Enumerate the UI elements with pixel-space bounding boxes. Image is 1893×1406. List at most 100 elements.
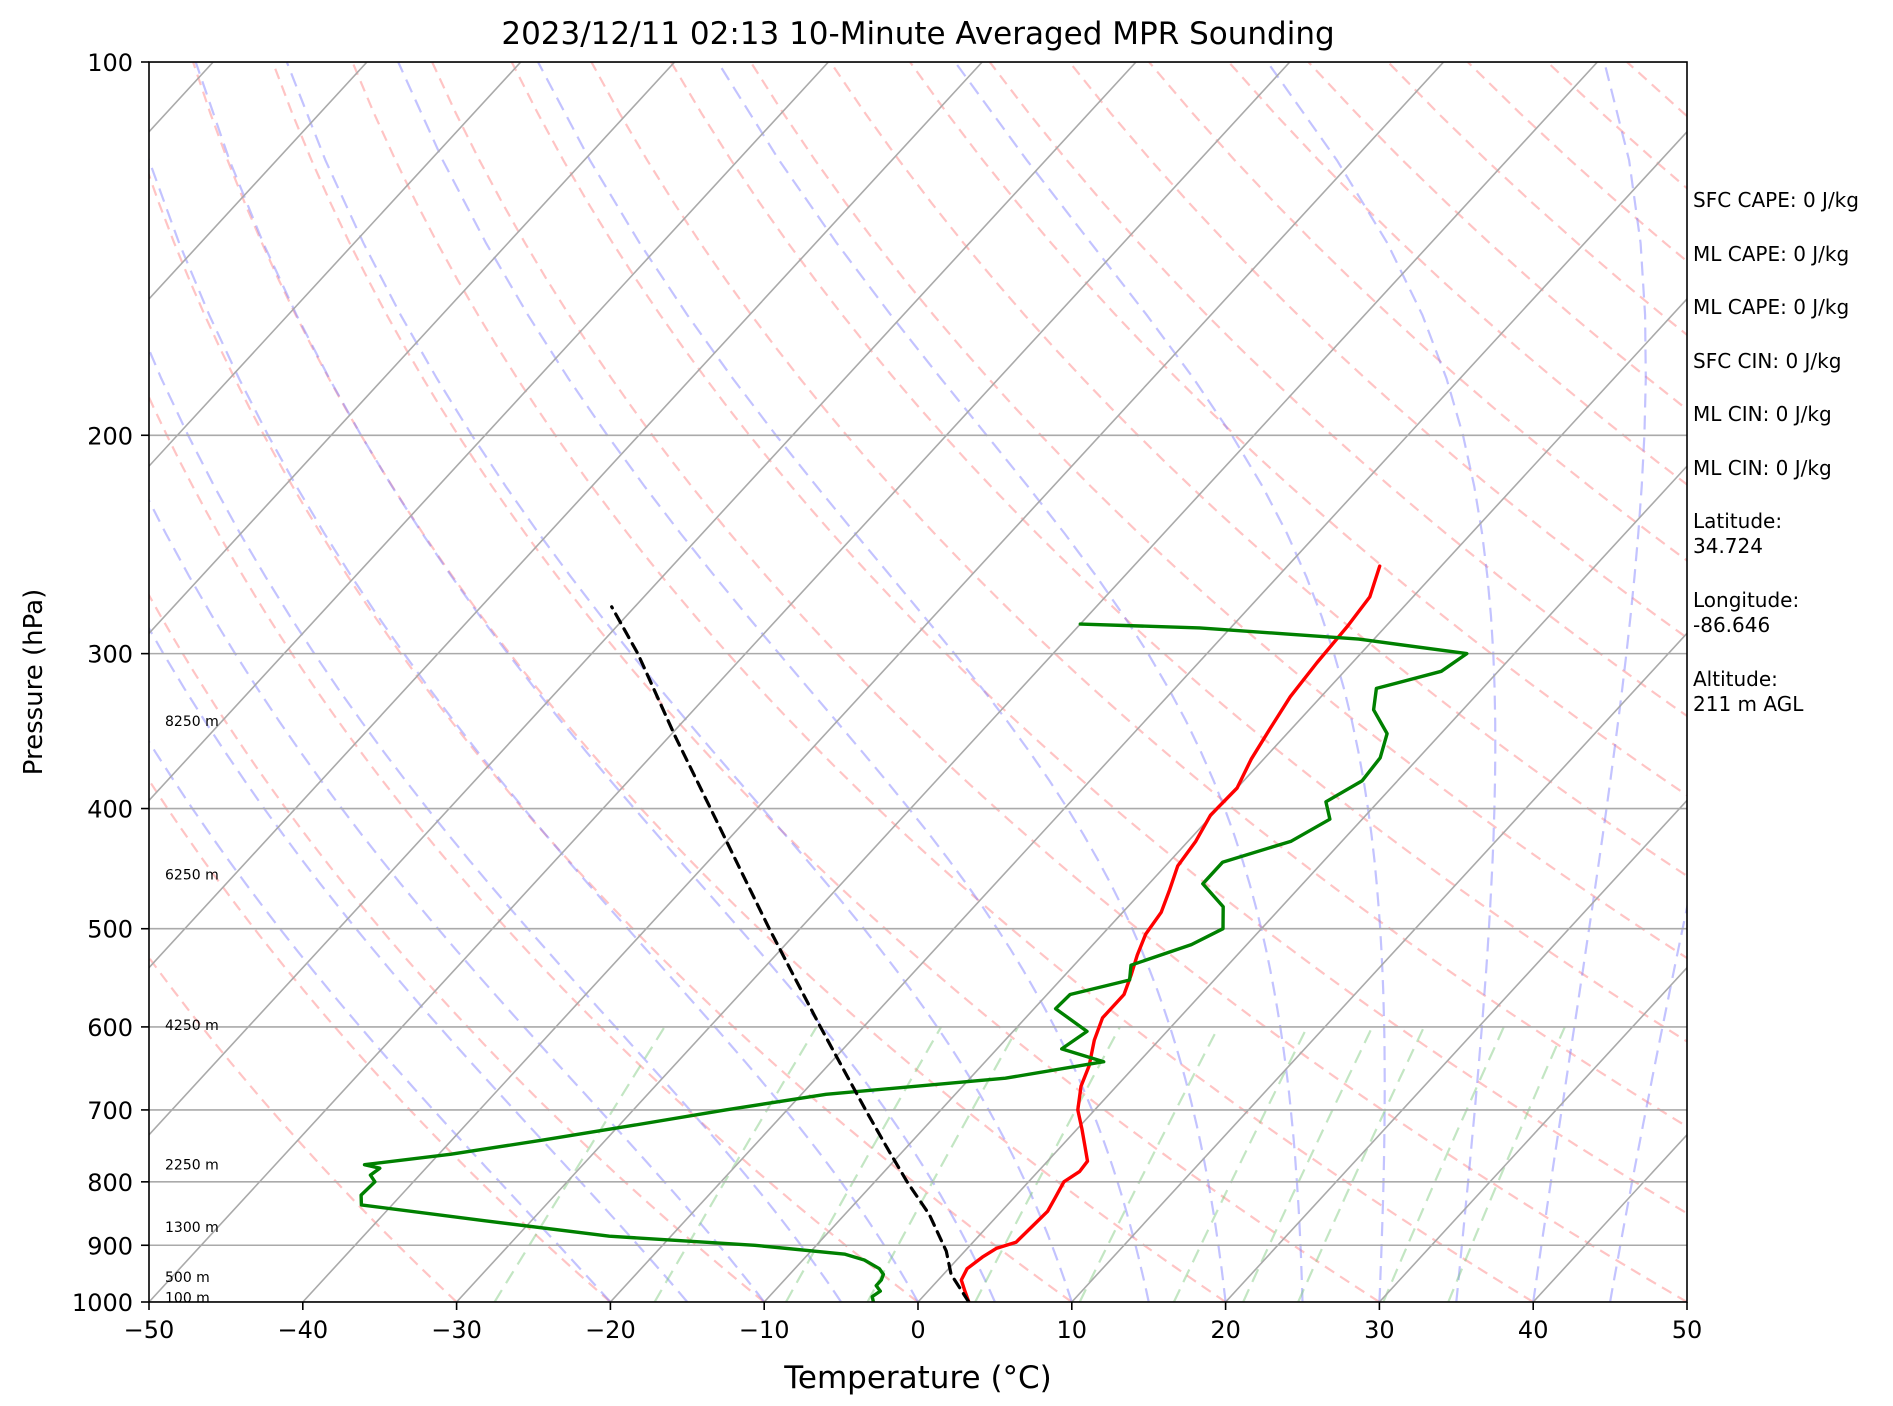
dry-adiabat [149, 778, 612, 1302]
height-label: 4250 m [165, 1018, 219, 1034]
isotherm-line [917, 464, 1687, 1302]
mixing-ratio-line [1297, 1026, 1425, 1302]
dry-adiabat [149, 955, 458, 1302]
grid-lines [149, 62, 1687, 1302]
moist-adiabat [149, 739, 612, 1302]
dry-adiabat [351, 62, 1534, 1302]
moist-adiabat [1532, 62, 1647, 1302]
dry-adiabats [149, 62, 1687, 1302]
moist-adiabat [716, 62, 1304, 1302]
mixing-ratio-lines [493, 1026, 1566, 1302]
isotherm-line [149, 62, 1291, 1302]
isotherm-line [1378, 966, 1687, 1302]
x-axis-label: Temperature (°C) [783, 1360, 1052, 1396]
moist-adiabat [149, 498, 766, 1302]
x-tick-label: 40 [1518, 1316, 1549, 1344]
mixing-ratio-line [493, 1026, 666, 1302]
isotherm-line [149, 62, 522, 468]
moist-adiabats [149, 62, 1687, 1302]
stat-line: ML CAPE: 0 J/kg [1693, 295, 1850, 319]
chart-title: 2023/12/11 02:13 10-Minute Averaged MPR … [501, 16, 1334, 52]
y-axis-label: Pressure (hPa) [19, 589, 49, 776]
x-tick-label: −30 [431, 1316, 482, 1344]
moist-adiabat [1266, 62, 1497, 1302]
isotherm-line [149, 62, 983, 969]
dry-adiabat [510, 62, 1687, 1215]
x-tick-label: −20 [585, 1316, 636, 1344]
dry-adiabat [1068, 62, 1687, 640]
height-label: 2250 m [165, 1158, 219, 1174]
y-tick-label: 900 [87, 1232, 133, 1260]
isotherm-line [763, 297, 1687, 1302]
moist-adiabat [1609, 902, 1687, 1302]
stat-line: ML CAPE: 0 J/kg [1693, 241, 1850, 266]
stat-line: SFC CAPE: 0 J/kg [1693, 188, 1859, 212]
y-tick-label: 500 [87, 916, 133, 944]
isotherm-line [149, 62, 1137, 1137]
y-tick-label: 300 [87, 641, 133, 669]
height-label: 8250 m [165, 714, 219, 730]
x-tick-label: −50 [124, 1316, 175, 1344]
sounding-stats-panel: SFC CAPE: 0 J/kg ML CAPE: 0 J/kg ML CAPE: … [1693, 188, 1859, 746]
axes: −50 −40 −30 −20 −10 0 10 20 30 40 50 1000 900 800 700 6… [72, 49, 1702, 1344]
isotherm-line [1225, 799, 1687, 1302]
isotherm-line [302, 62, 1445, 1302]
moist-adiabat [397, 62, 1150, 1302]
y-tick-label: 100 [87, 49, 133, 77]
height-label: 500 m [165, 1270, 210, 1286]
stat-line: SFC CIN: 0 J/kg [1693, 348, 1842, 373]
mixing-ratio-line [1382, 1026, 1505, 1302]
stat-line: Longitude: -86.646 [1693, 588, 1800, 637]
y-tick-label: 400 [87, 796, 133, 824]
x-tick-label: 50 [1672, 1316, 1703, 1344]
mixing-ratio-line [974, 1026, 1121, 1302]
isotherm-line [1071, 632, 1687, 1302]
y-tick-label: 800 [87, 1169, 133, 1197]
moist-adiabat [149, 156, 919, 1302]
isotherm-line [149, 62, 829, 802]
x-tick-label: −10 [739, 1316, 790, 1344]
moist-adiabat [149, 346, 843, 1302]
sounding-series [359, 564, 1469, 1302]
dry-adiabat [149, 592, 765, 1302]
stat-line: Latitude: 34.724 [1693, 509, 1783, 558]
isotherm-line [609, 130, 1687, 1302]
dewpoint-line [359, 622, 1469, 1302]
dry-adiabat [829, 62, 1687, 878]
isotherm-line [149, 62, 676, 635]
moist-adiabat [285, 62, 1073, 1302]
x-tick-label: 10 [1057, 1316, 1088, 1344]
plot-frame [148, 61, 1688, 1303]
height-label: 100 m [165, 1291, 210, 1307]
moist-adiabat [194, 62, 996, 1302]
height-label: 1300 m [165, 1220, 219, 1236]
mixing-ratio-line [653, 1026, 818, 1302]
moist-adiabat [537, 62, 1227, 1302]
parcel-line [610, 605, 971, 1302]
dry-adiabat [149, 394, 919, 1302]
stat-line: ML CIN: 0 J/kg [1693, 402, 1832, 426]
dry-adiabat [590, 62, 1687, 1128]
y-tick-label: 600 [87, 1014, 133, 1042]
y-tick-label: 1000 [72, 1289, 133, 1317]
height-labels: 100 m 500 m 1300 m 2250 m 4250 m 6250 m 8250 m [165, 714, 219, 1307]
x-tick-label: −40 [277, 1316, 328, 1344]
y-tick-label: 200 [87, 422, 133, 450]
x-tick-label: 30 [1364, 1316, 1395, 1344]
dry-adiabat [192, 62, 1227, 1302]
moist-adiabat [149, 626, 689, 1302]
dry-adiabat [988, 62, 1687, 718]
stat-line: ML CIN: 0 J/kg [1693, 455, 1832, 480]
x-tick-label: 0 [910, 1316, 925, 1344]
height-label: 6250 m [165, 867, 219, 883]
dry-adiabat [149, 171, 1073, 1302]
stat-line: Altitude: 211 m AGL [1693, 667, 1804, 716]
y-tick-label: 700 [87, 1097, 133, 1125]
dry-adiabat [431, 62, 1687, 1302]
temperature-line [959, 564, 1382, 1302]
dry-adiabat [271, 62, 1380, 1302]
x-tick-label: 20 [1210, 1316, 1241, 1344]
isotherm-line [149, 62, 368, 301]
isotherm-line [456, 62, 1598, 1302]
